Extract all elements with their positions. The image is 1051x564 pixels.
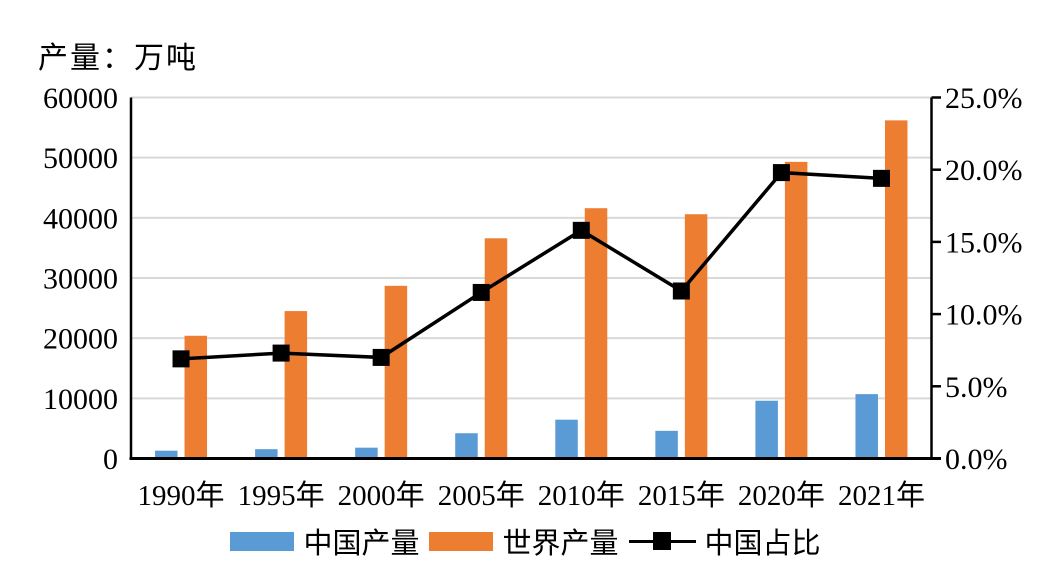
china-share-marker-2020年 — [772, 164, 790, 182]
bar-world-2000年 — [384, 285, 408, 459]
china-share-marker-2015年 — [672, 282, 690, 300]
bar-china-2021年 — [855, 394, 878, 459]
bar-world-2020年 — [784, 161, 808, 459]
china-share-marker-1995年 — [272, 344, 290, 362]
right-axis-tick-label: 10.0% — [945, 299, 1023, 332]
left-axis-tick-label: 50000 — [43, 142, 118, 175]
legend-item-china-share: 中国占比 — [628, 520, 821, 562]
bar-china-2000年 — [355, 447, 378, 459]
chart-title: 产量：万吨 — [38, 42, 198, 75]
legend-square-marker-icon — [652, 532, 671, 550]
right-axis-tick-label: 15.0% — [945, 226, 1023, 259]
china-share-marker-2000年 — [372, 348, 390, 366]
bar-world-2005年 — [484, 238, 508, 459]
left-axis-tick-label: 60000 — [43, 82, 118, 115]
bar-china-1990年 — [155, 450, 178, 459]
left-axis-tick-label: 40000 — [43, 202, 118, 235]
china-share-marker-1990年 — [172, 350, 190, 368]
right-axis-tick-label: 25.0% — [945, 82, 1023, 115]
bar-china-2005年 — [455, 433, 478, 459]
legend-label-china-production: 中国产量 — [303, 528, 420, 560]
left-axis-tick-label: 30000 — [43, 263, 118, 296]
bar-china-1995年 — [255, 449, 278, 459]
legend-item-world-production: 世界产量 — [429, 520, 619, 562]
x-axis-tick-label: 2021年 — [838, 479, 925, 512]
bar-china-2020年 — [755, 400, 778, 459]
bar-world-2015年 — [684, 214, 708, 459]
chart-legend: 中国产量 世界产量 中国占比 — [0, 520, 1051, 562]
bar-china-2010年 — [555, 419, 578, 459]
china-share-line-swatch — [628, 532, 696, 551]
x-axis-tick-label: 2005年 — [438, 479, 525, 512]
left-axis-tick-label: 10000 — [43, 383, 118, 416]
bar-world-2021年 — [884, 120, 908, 459]
bar-world-2010年 — [584, 208, 608, 459]
bar-world-1990年 — [184, 335, 208, 459]
china-production-swatch — [230, 531, 295, 551]
x-axis-tick-label: 1995年 — [238, 479, 325, 512]
x-axis-tick-label: 1990年 — [138, 479, 225, 512]
left-axis-tick-label: 0 — [103, 443, 118, 476]
world-production-swatch — [429, 531, 494, 551]
left-axis-tick-label: 20000 — [43, 323, 118, 356]
right-axis-tick-label: 20.0% — [945, 154, 1023, 187]
right-axis-tick-label: 0.0% — [945, 443, 1008, 476]
china-share-marker-2010年 — [572, 221, 590, 239]
right-axis-tick-label: 5.0% — [945, 371, 1008, 404]
x-axis-tick-label: 2000年 — [338, 479, 425, 512]
china-share-marker-2005年 — [472, 283, 490, 301]
bar-world-1995年 — [284, 311, 308, 459]
legend-item-china-production: 中国产量 — [230, 520, 419, 562]
legend-label-world-production: 世界产量 — [502, 528, 619, 560]
bar-china-2015年 — [655, 430, 678, 459]
x-axis-tick-label: 2020年 — [738, 479, 825, 512]
legend-label-china-share: 中国占比 — [704, 528, 821, 560]
china-share-line — [180, 170, 882, 361]
x-axis-tick-label: 2010年 — [538, 479, 625, 512]
x-axis-tick-label: 2015年 — [638, 479, 725, 512]
china-share-marker-2021年 — [872, 169, 890, 187]
